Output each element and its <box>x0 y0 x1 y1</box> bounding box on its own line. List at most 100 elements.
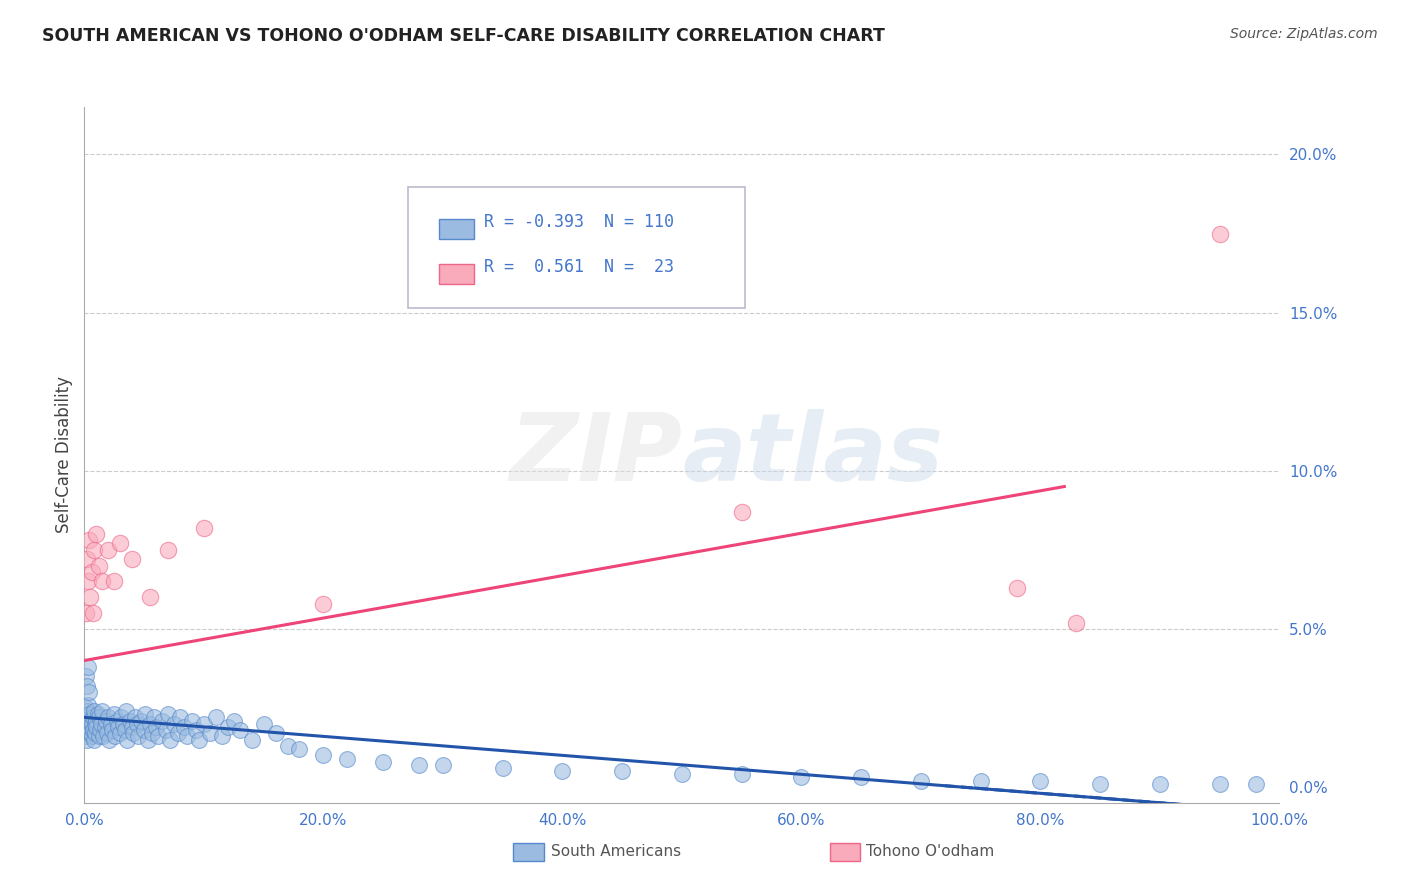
Text: R = -0.393  N = 110: R = -0.393 N = 110 <box>484 213 673 231</box>
Point <box>93 720 115 734</box>
Point <box>141 726 163 740</box>
Point <box>610 764 633 779</box>
Point <box>101 723 124 737</box>
Point <box>79 591 101 605</box>
Point <box>79 726 101 740</box>
Point <box>75 723 97 737</box>
Point <box>91 704 114 718</box>
Point <box>188 732 211 747</box>
Point <box>134 707 156 722</box>
Point <box>173 720 195 734</box>
Point <box>83 542 105 557</box>
Point <box>1066 615 1088 630</box>
Point <box>124 710 146 724</box>
Point <box>408 757 430 772</box>
Point <box>139 591 162 605</box>
Point <box>76 732 98 747</box>
Point <box>163 716 186 731</box>
Point <box>1208 227 1230 241</box>
Point <box>105 714 128 728</box>
Point <box>142 710 165 724</box>
Point <box>80 730 103 744</box>
Point <box>93 730 115 744</box>
Point <box>184 723 207 737</box>
Point <box>84 726 107 740</box>
Point <box>82 710 104 724</box>
Point <box>118 714 141 728</box>
Point <box>222 714 245 728</box>
Point <box>145 720 167 734</box>
Point <box>127 730 149 744</box>
Point <box>849 771 872 785</box>
Point <box>276 739 298 753</box>
Point <box>122 726 145 740</box>
Point <box>96 726 118 740</box>
Point <box>77 720 100 734</box>
Point <box>253 716 276 731</box>
Point <box>77 707 100 722</box>
Point <box>75 701 97 715</box>
Point <box>75 606 97 620</box>
Point <box>671 767 693 781</box>
Point <box>217 720 239 734</box>
Point <box>371 755 394 769</box>
Point <box>100 716 122 731</box>
Point <box>97 710 120 724</box>
Point <box>193 716 215 731</box>
Text: SOUTH AMERICAN VS TOHONO O'ODHAM SELF-CARE DISABILITY CORRELATION CHART: SOUTH AMERICAN VS TOHONO O'ODHAM SELF-CA… <box>42 27 884 45</box>
Point <box>176 730 198 744</box>
Point <box>87 710 110 724</box>
Point <box>104 730 127 744</box>
Point <box>80 565 103 579</box>
Point <box>87 730 110 744</box>
Point <box>139 716 162 731</box>
Point <box>76 552 98 566</box>
Point <box>312 597 335 611</box>
Point <box>125 716 148 731</box>
Point <box>79 714 101 728</box>
Y-axis label: Self-Care Disability: Self-Care Disability <box>55 376 73 533</box>
Point <box>910 773 932 788</box>
Point <box>84 527 107 541</box>
Point <box>432 757 454 772</box>
Point <box>110 726 132 740</box>
Point <box>1005 581 1028 595</box>
Point <box>115 704 138 718</box>
Point <box>77 685 100 699</box>
Point <box>1149 777 1171 791</box>
Point <box>1244 777 1267 791</box>
Point <box>89 723 111 737</box>
Point <box>77 533 100 548</box>
Point <box>157 707 180 722</box>
Text: atlas: atlas <box>682 409 943 501</box>
Point <box>80 716 103 731</box>
Point <box>228 723 252 737</box>
Point <box>312 748 335 763</box>
Text: South Americans: South Americans <box>551 845 682 859</box>
Point <box>83 732 105 747</box>
Point <box>288 742 311 756</box>
Point <box>114 723 136 737</box>
Point <box>155 723 177 737</box>
Point <box>240 732 263 747</box>
Point <box>211 730 233 744</box>
Point <box>1029 773 1052 788</box>
Point <box>82 723 104 737</box>
Point <box>83 704 105 718</box>
Point <box>103 574 125 589</box>
Point <box>77 710 100 724</box>
Point <box>87 558 110 573</box>
Point <box>77 723 100 737</box>
Point <box>84 714 107 728</box>
Point <box>111 716 134 731</box>
Point <box>76 679 98 693</box>
Point <box>148 730 170 744</box>
Point <box>264 726 287 740</box>
Point <box>157 542 180 557</box>
Point <box>180 714 202 728</box>
Point <box>121 552 143 566</box>
Point <box>790 771 813 785</box>
Point <box>492 761 515 775</box>
Point <box>132 723 156 737</box>
Point <box>121 720 143 734</box>
